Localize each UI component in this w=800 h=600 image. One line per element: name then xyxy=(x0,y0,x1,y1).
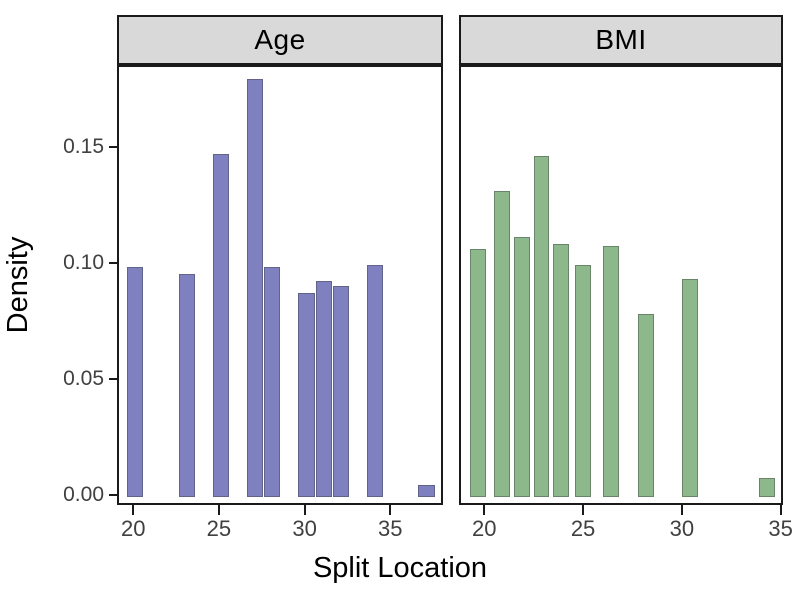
y-tick-label: 0.00 xyxy=(63,483,104,507)
bar xyxy=(470,248,487,497)
x-tick-label: 25 xyxy=(206,516,232,541)
strip-label: Age xyxy=(254,24,306,55)
facet-panel-age xyxy=(117,65,443,505)
bar xyxy=(264,267,281,497)
bar xyxy=(247,79,264,498)
y-tick-label: 0.15 xyxy=(63,134,104,158)
bar xyxy=(758,478,775,498)
x-tick-mark xyxy=(483,505,486,515)
x-tick-label: 20 xyxy=(121,516,146,541)
x-tick-label: 35 xyxy=(768,516,793,541)
facet-panel-bmi xyxy=(459,65,783,505)
x-tick-mark xyxy=(389,505,392,515)
y-tick-label: 0.05 xyxy=(63,366,104,390)
facet-strip: BMI xyxy=(459,15,783,65)
x-tick-label: 30 xyxy=(669,516,695,541)
x-tick-label: 25 xyxy=(570,516,596,541)
y-axis-title: Density xyxy=(2,236,34,334)
x-tick-mark xyxy=(582,505,585,515)
x-tick-mark xyxy=(303,505,306,515)
y-tick-label: 0.10 xyxy=(63,250,104,274)
bar xyxy=(533,155,550,497)
x-tick-label: 30 xyxy=(292,516,317,541)
bar xyxy=(681,278,698,498)
bar xyxy=(602,246,619,497)
x-tick-mark xyxy=(680,505,683,515)
bar xyxy=(332,285,349,497)
y-tick-mark xyxy=(109,145,117,148)
bar xyxy=(366,264,384,498)
y-tick-mark xyxy=(109,377,117,380)
bar xyxy=(494,190,510,498)
x-tick-label: 35 xyxy=(377,516,403,541)
facet-strip: Age xyxy=(117,15,443,65)
bar xyxy=(513,237,530,497)
bar xyxy=(575,264,591,498)
x-axis-title: Split Location xyxy=(312,552,488,584)
bar xyxy=(212,153,230,497)
y-tick-mark xyxy=(109,261,117,264)
bar xyxy=(315,281,332,497)
bar xyxy=(298,292,315,498)
x-tick-mark xyxy=(779,505,782,515)
y-tick-mark xyxy=(109,494,117,497)
strip-label: BMI xyxy=(595,24,647,55)
bar xyxy=(418,485,435,497)
bar xyxy=(553,244,570,498)
bar xyxy=(178,274,195,498)
bar xyxy=(638,313,655,498)
x-tick-mark xyxy=(132,505,135,515)
x-tick-label: 20 xyxy=(472,516,497,541)
x-tick-mark xyxy=(217,505,220,515)
bar xyxy=(127,267,144,497)
